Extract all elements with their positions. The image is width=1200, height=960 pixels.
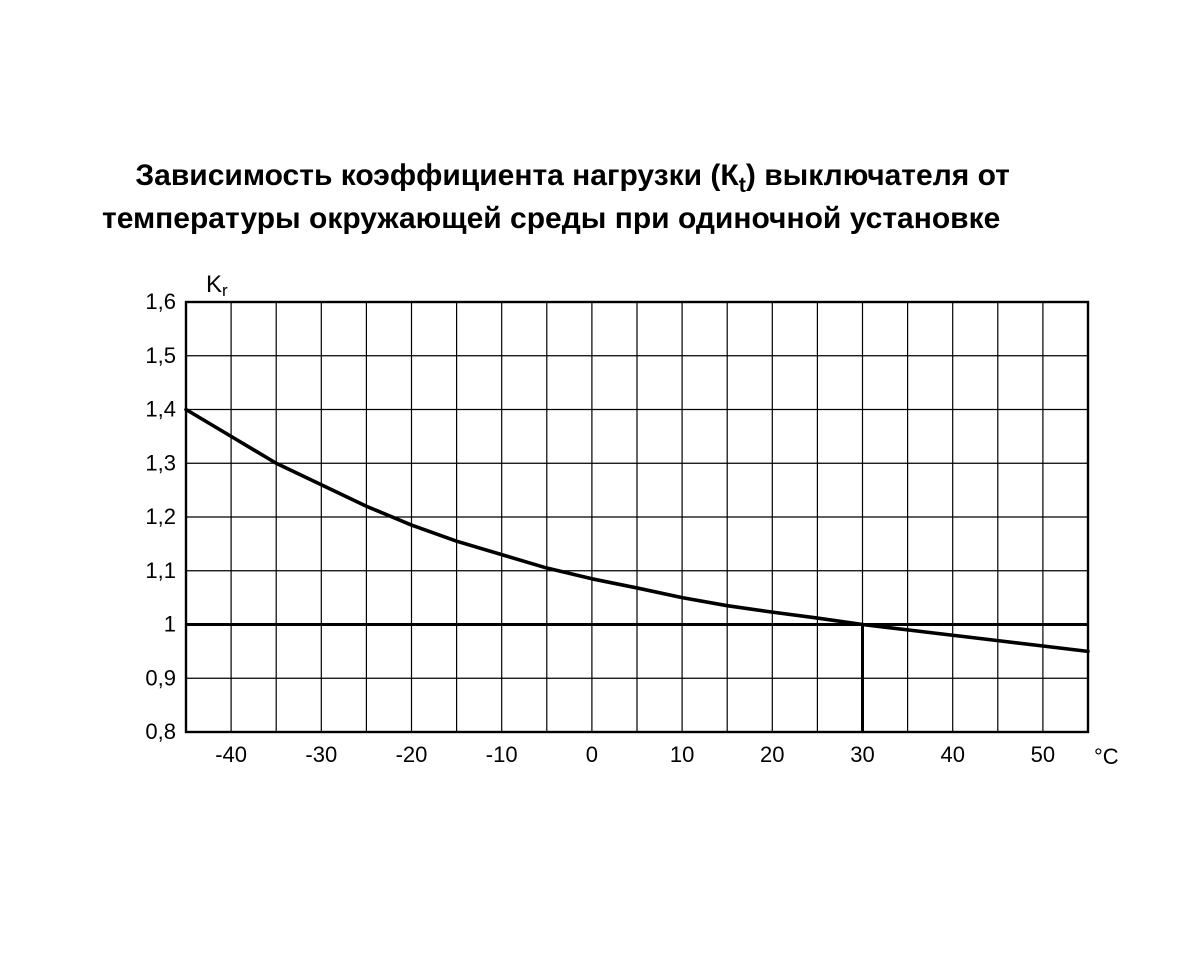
svg-text:0: 0 <box>586 742 598 767</box>
svg-text:10: 10 <box>670 742 694 767</box>
svg-text:0,8: 0,8 <box>145 719 176 744</box>
svg-text:40: 40 <box>940 742 964 767</box>
svg-text:1: 1 <box>164 612 176 637</box>
svg-text:50: 50 <box>1031 742 1055 767</box>
chart-container: -40 -30 -20 -10 0 10 20 30 40 50 °C 0,8 0,9 1 1,1 1,2 1,… <box>100 256 1120 796</box>
title-line2: температуры окружающей среды при одиночн… <box>102 202 1000 235</box>
svg-text:1,3: 1,3 <box>145 450 176 475</box>
svg-text:1,4: 1,4 <box>145 397 176 422</box>
svg-text:20: 20 <box>760 742 784 767</box>
title-line1-a: Зависимость коэффициента нагрузки (К <box>135 159 738 192</box>
svg-text:1,2: 1,2 <box>145 504 176 529</box>
svg-text:0,9: 0,9 <box>145 665 176 690</box>
svg-text:1,6: 1,6 <box>145 289 176 314</box>
title-sub: t <box>739 172 746 197</box>
svg-text:1,5: 1,5 <box>145 343 176 368</box>
svg-text:Kr: Kr <box>206 271 228 300</box>
svg-text:30: 30 <box>850 742 874 767</box>
svg-text:1,1: 1,1 <box>145 558 176 583</box>
svg-text:-40: -40 <box>215 742 247 767</box>
title-line1-b: ) выключателя от <box>746 159 1010 192</box>
svg-text:-20: -20 <box>396 742 428 767</box>
page: Зависимость коэффициента нагрузки (Кt) в… <box>0 0 1200 960</box>
chart-svg: -40 -30 -20 -10 0 10 20 30 40 50 °C 0,8 0,9 1 1,1 1,2 1,… <box>100 256 1120 796</box>
chart-title: Зависимость коэффициента нагрузки (Кt) в… <box>102 115 1010 280</box>
svg-text:-10: -10 <box>486 742 518 767</box>
svg-text:°C: °C <box>1094 744 1119 769</box>
svg-text:-30: -30 <box>305 742 337 767</box>
